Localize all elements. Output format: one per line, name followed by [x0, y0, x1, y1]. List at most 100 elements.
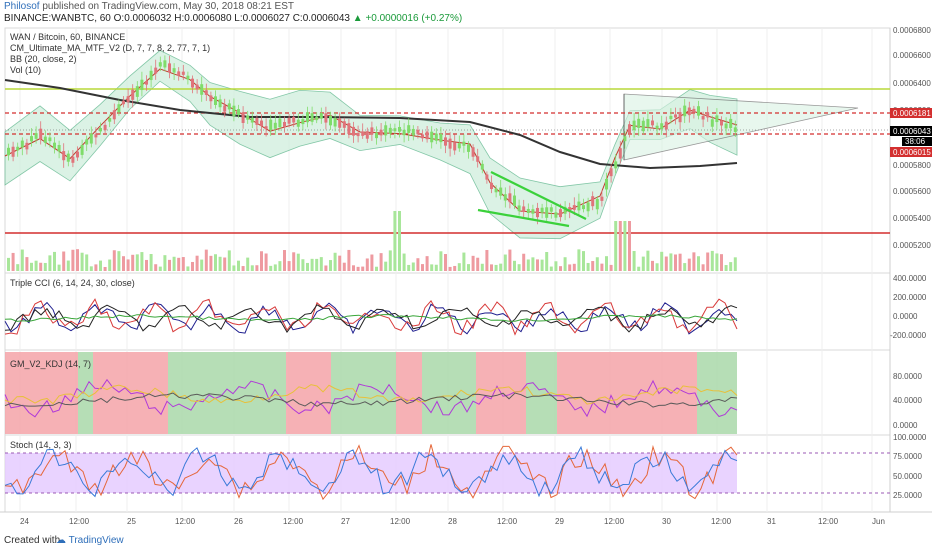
kdj-zones — [5, 352, 737, 434]
candle-body — [273, 122, 277, 129]
price-tick: 0.0005600 — [893, 187, 931, 196]
volume-bar — [526, 259, 530, 271]
volume-bar — [177, 257, 181, 271]
volume-bars — [7, 211, 737, 271]
candle-body — [122, 100, 125, 105]
price-tick: 0.0006400 — [893, 79, 931, 88]
candlesticks — [7, 55, 737, 225]
volume-bar — [375, 266, 378, 271]
volume-bar — [191, 261, 194, 271]
cci-tick: 0.0000 — [893, 312, 918, 321]
candle-body — [255, 117, 259, 125]
volume-bar — [421, 264, 424, 271]
volume-bar — [637, 266, 641, 271]
volume-bar — [729, 262, 733, 271]
cloud-icon: ☁ — [56, 535, 66, 546]
volume-bar — [453, 265, 457, 271]
volume-bar — [710, 250, 714, 271]
time-axis[interactable]: 24 12:00 25 12:00 26 12:00 27 12:00 28 1… — [20, 517, 885, 526]
volume-bar — [393, 211, 397, 271]
volume-bar — [145, 259, 148, 271]
volume-bar — [476, 257, 480, 271]
triangle-pattern[interactable] — [623, 93, 859, 161]
volume-bar — [342, 262, 346, 271]
candle-body — [453, 142, 457, 151]
candle-body — [439, 133, 443, 143]
candle-body — [407, 125, 411, 133]
candle-body — [641, 120, 645, 132]
candle-body — [476, 156, 480, 162]
candle-body — [126, 96, 130, 103]
wedge-lower-line[interactable] — [477, 208, 570, 228]
candle-body — [246, 115, 250, 120]
volume-bar — [186, 266, 190, 271]
time-label: 12:00 — [711, 517, 732, 526]
candle-body — [103, 124, 107, 131]
candle-body — [430, 131, 434, 143]
volume-bar — [467, 264, 470, 271]
volume-bar — [724, 265, 728, 271]
indicator-bb: BB (20, close, 2) — [10, 54, 77, 64]
candle-body — [324, 113, 328, 123]
volume-bar — [444, 254, 447, 271]
volume-bar — [540, 259, 544, 271]
kdj-ticks: 80.0000 40.0000 0.0000 — [893, 372, 922, 430]
candle-body — [218, 99, 222, 108]
candle-body — [531, 209, 535, 214]
candle-body — [549, 207, 553, 212]
cci-tick: -200.0000 — [890, 331, 927, 340]
support-price-text: 0.0006015 — [893, 148, 931, 157]
candle-body — [361, 131, 365, 136]
candle-body — [287, 117, 291, 124]
volume-bar — [319, 257, 323, 271]
candle-body — [503, 194, 507, 201]
candle-body — [329, 115, 332, 126]
tradingview-logo[interactable]: ☁ TradingView — [56, 532, 124, 550]
candle-body — [490, 182, 493, 190]
price-legend: WAN / Bitcoin, 60, BINANCE CM_Ultimate_M… — [10, 32, 210, 75]
candle-body — [499, 187, 503, 196]
volume-bar — [149, 254, 153, 271]
candle-body — [448, 138, 452, 149]
candle-body — [94, 134, 98, 138]
volume-bar — [609, 264, 613, 271]
trading-chart[interactable]: WAN / Bitcoin, 60, BINANCE CM_Ultimate_M… — [0, 26, 932, 532]
volume-bar — [209, 255, 213, 271]
wedge-upper-line[interactable] — [490, 171, 587, 220]
candle-body — [53, 142, 56, 149]
volume-bar — [237, 260, 240, 271]
candle-body — [154, 67, 158, 74]
author-link[interactable]: Philosof — [4, 1, 40, 12]
volume-bar — [126, 259, 130, 271]
time-label: 12:00 — [497, 517, 518, 526]
resistance-price-text: 0.0006181 — [893, 109, 931, 118]
candle-body — [517, 205, 521, 212]
candle-body — [34, 133, 38, 139]
candle-body — [568, 207, 572, 213]
cci-tick: 400.0000 — [893, 274, 927, 283]
candle-body — [278, 118, 282, 128]
candle-body — [425, 131, 429, 140]
candle-body — [545, 207, 549, 218]
candle-body — [191, 78, 194, 88]
volume-bar — [595, 257, 599, 271]
candle-body — [480, 163, 484, 170]
volume-bar — [25, 257, 29, 271]
volume-bar — [471, 255, 475, 271]
volume-bar — [457, 263, 461, 271]
candle-body — [237, 109, 240, 115]
last-price-tag — [890, 126, 932, 136]
candle-body — [485, 174, 489, 180]
volume-bar — [43, 262, 47, 271]
price-tick: 0.0005800 — [893, 161, 931, 170]
volume-bar — [687, 258, 691, 271]
volume-bar — [503, 254, 507, 271]
candle-body — [306, 112, 309, 123]
price-tick: 0.0006800 — [893, 26, 931, 35]
candle-body — [227, 103, 231, 110]
kdj-zone — [331, 352, 396, 434]
chart-footer: Created with ☁ TradingView — [0, 532, 932, 550]
volume-bar — [223, 257, 227, 271]
candle-body — [292, 116, 296, 123]
candle-body — [398, 126, 401, 132]
